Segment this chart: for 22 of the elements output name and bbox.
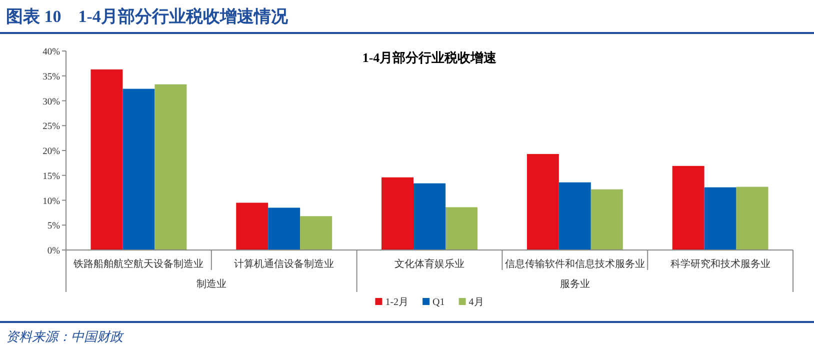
y-tick-label: 30%: [42, 97, 60, 108]
y-tick-label: 10%: [42, 196, 60, 207]
y-tick-label: 0%: [47, 246, 60, 256]
y-tick-label: 20%: [42, 147, 60, 157]
y-tick-label: 5%: [47, 222, 60, 232]
y-tick-label: 15%: [42, 172, 60, 182]
legend-label: 4月: [468, 297, 484, 308]
x-tick-label: 信息传输软件和信息技术服务业: [504, 258, 645, 270]
legend-label: Q1: [432, 297, 445, 308]
x-tick-label: 科学研究和技术服务业: [670, 258, 770, 270]
y-tick-label: 25%: [42, 122, 60, 132]
y-tick-label: 40%: [42, 48, 60, 58]
x-tick-label: 文化体育娱乐业: [394, 258, 464, 270]
y-tick-label: 35%: [42, 72, 60, 82]
x-tick-label: 计算机通信设备制造业: [234, 258, 334, 270]
text: 资料来源：中国财政: [6, 329, 125, 344]
x-tick-label: 铁路船舶航空航天设备制造业: [72, 258, 204, 270]
text: 服务业: [560, 278, 590, 290]
text: 制造业: [196, 278, 226, 290]
chart-title: 图表 10 1-4月部分行业税收增速情况: [6, 7, 289, 26]
chart-subtitle: 1-4月部分行业税收增速: [362, 50, 498, 65]
legend-label: 1-2月: [385, 297, 409, 308]
